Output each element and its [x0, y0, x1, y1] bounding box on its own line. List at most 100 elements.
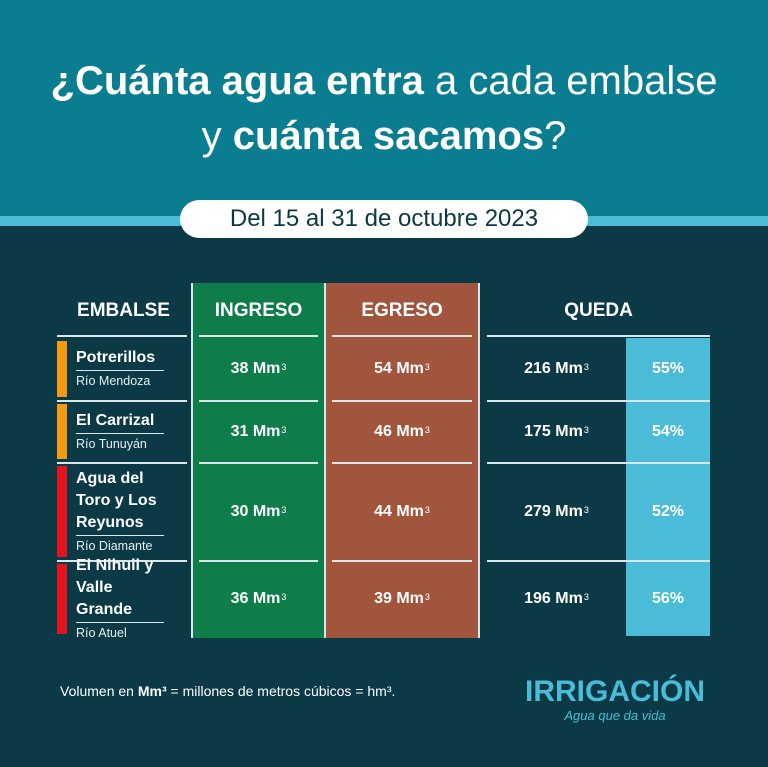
header-embalse: EMBALSE: [77, 300, 170, 321]
unit: Mm: [252, 502, 281, 520]
row-separator: [332, 560, 472, 562]
header-band: [0, 0, 768, 216]
egreso-number: 39: [374, 590, 392, 607]
unit-exponent: 3: [281, 362, 287, 372]
unit-exponent: 3: [424, 504, 430, 515]
unit-exponent: 3: [281, 504, 287, 515]
queda-number: 196: [524, 590, 551, 607]
title-end: ?: [544, 114, 567, 158]
row-separator: [199, 335, 318, 337]
unit: Mm: [396, 590, 424, 607]
title-bold-2: cuánta sacamos: [232, 114, 545, 158]
unit: Mm: [396, 422, 424, 440]
title-line-2: y cuánta sacamos?: [0, 112, 768, 160]
egreso-value: 44 Mm 3: [326, 463, 478, 560]
queda-value: 175 Mm 3: [487, 401, 626, 462]
unit-exponent: 3: [281, 592, 287, 602]
unit: Mm: [396, 502, 424, 520]
egreso-number: 46: [374, 422, 392, 440]
unit-exponent: 3: [583, 504, 589, 515]
percent-column: [626, 338, 710, 636]
footnote-bold: Mm³: [137, 683, 167, 699]
ingreso-value: 31 Mm 3: [193, 401, 324, 462]
ingreso-number: 36: [230, 590, 249, 607]
row-separator: [487, 462, 710, 464]
unit: Mm: [555, 422, 583, 440]
header-egreso: EGRESO: [361, 300, 443, 321]
divider: [324, 283, 326, 638]
egreso-value: 54 Mm 3: [326, 338, 478, 400]
row-separator: [487, 560, 710, 562]
ingreso-value: 38 Mm 3: [193, 338, 324, 400]
status-bar: [57, 404, 67, 459]
logo-tagline: Agua que da vida: [564, 708, 666, 723]
irrigacion-logo: IRRIGACIÓN Agua que da vida: [517, 676, 713, 724]
ingreso-number: 38: [230, 360, 249, 377]
unit-exponent: 3: [281, 424, 287, 435]
status-bar: [57, 341, 67, 397]
reservoir-name-cell: El Carrizal Río Tunuyán: [76, 401, 188, 462]
row-separator: [199, 400, 318, 402]
reservoir-name-cell: Agua del Toro y Los Reyunos Río Diamante: [76, 463, 188, 560]
title-rest: a cada embalse: [423, 59, 718, 103]
ingreso-column: [193, 283, 324, 638]
unit-exponent: 3: [583, 362, 589, 372]
divider: [191, 283, 193, 638]
footnote-pre: Volumen en: [60, 683, 138, 699]
row-separator: [487, 335, 710, 337]
row-separator: [199, 560, 318, 562]
percent-value: 52%: [651, 502, 685, 520]
reservoir-name: Potrerillos: [76, 347, 164, 371]
row-separator: [199, 462, 318, 464]
footnote: Volumen en Mm³ = millones de metros cúbi…: [60, 683, 395, 699]
unit: Mm: [252, 422, 281, 440]
divider: [478, 283, 480, 638]
ingreso-number: 30: [230, 502, 249, 520]
header-queda: QUEDA: [564, 300, 633, 321]
percent-value: 54%: [651, 422, 685, 440]
ingreso-value: 30 Mm 3: [193, 463, 324, 560]
reservoir-name: El Carrizal: [76, 410, 164, 434]
percent-value: 55%: [651, 360, 685, 377]
unit: Mm: [252, 590, 281, 607]
title-line-1: ¿Cuánta agua entra a cada embalse: [0, 57, 768, 105]
queda-value: 279 Mm 3: [487, 463, 626, 560]
queda-number: 279: [524, 502, 551, 520]
unit: Mm: [555, 590, 583, 607]
unit-exponent: 3: [583, 424, 589, 435]
row-separator: [487, 400, 710, 402]
unit: Mm: [555, 360, 583, 377]
unit: Mm: [396, 360, 424, 377]
egreso-column: [326, 283, 478, 638]
unit: Mm: [252, 360, 281, 377]
row-separator: [332, 335, 472, 337]
reservoir-name-cell: Potrerillos Río Mendoza: [76, 338, 188, 400]
title-pre: y: [201, 114, 233, 158]
unit-exponent: 3: [424, 592, 430, 602]
river-name: Río Tunuyán: [76, 436, 147, 451]
unit-exponent: 3: [424, 362, 430, 372]
river-name: Río Diamante: [76, 538, 153, 553]
egreso-value: 39 Mm 3: [326, 561, 478, 637]
river-name: Río Atuel: [76, 626, 127, 640]
header-ingreso: INGRESO: [214, 300, 303, 321]
row-separator: [57, 560, 187, 562]
ingreso-number: 31: [230, 422, 249, 440]
row-separator: [332, 400, 472, 402]
percent-value: 56%: [651, 590, 685, 607]
queda-value: 216 Mm 3: [487, 338, 626, 400]
status-bar: [57, 564, 67, 634]
unit: Mm: [555, 502, 583, 520]
title-bold: ¿Cuánta agua entra: [50, 59, 424, 103]
river-name: Río Mendoza: [76, 374, 151, 388]
unit-exponent: 3: [583, 592, 589, 602]
queda-number: 216: [524, 360, 551, 377]
egreso-number: 54: [374, 360, 392, 377]
footnote-post: = millones de metros cúbicos = hm³.: [166, 683, 396, 699]
egreso-number: 44: [374, 502, 392, 520]
egreso-value: 46 Mm 3: [326, 401, 478, 462]
reservoir-name: El Nihuil y Valle Grande: [76, 555, 164, 623]
row-separator: [332, 462, 472, 464]
reservoir-name: Agua del Toro y Los Reyunos: [76, 468, 164, 536]
ingreso-value: 36 Mm 3: [193, 561, 324, 637]
